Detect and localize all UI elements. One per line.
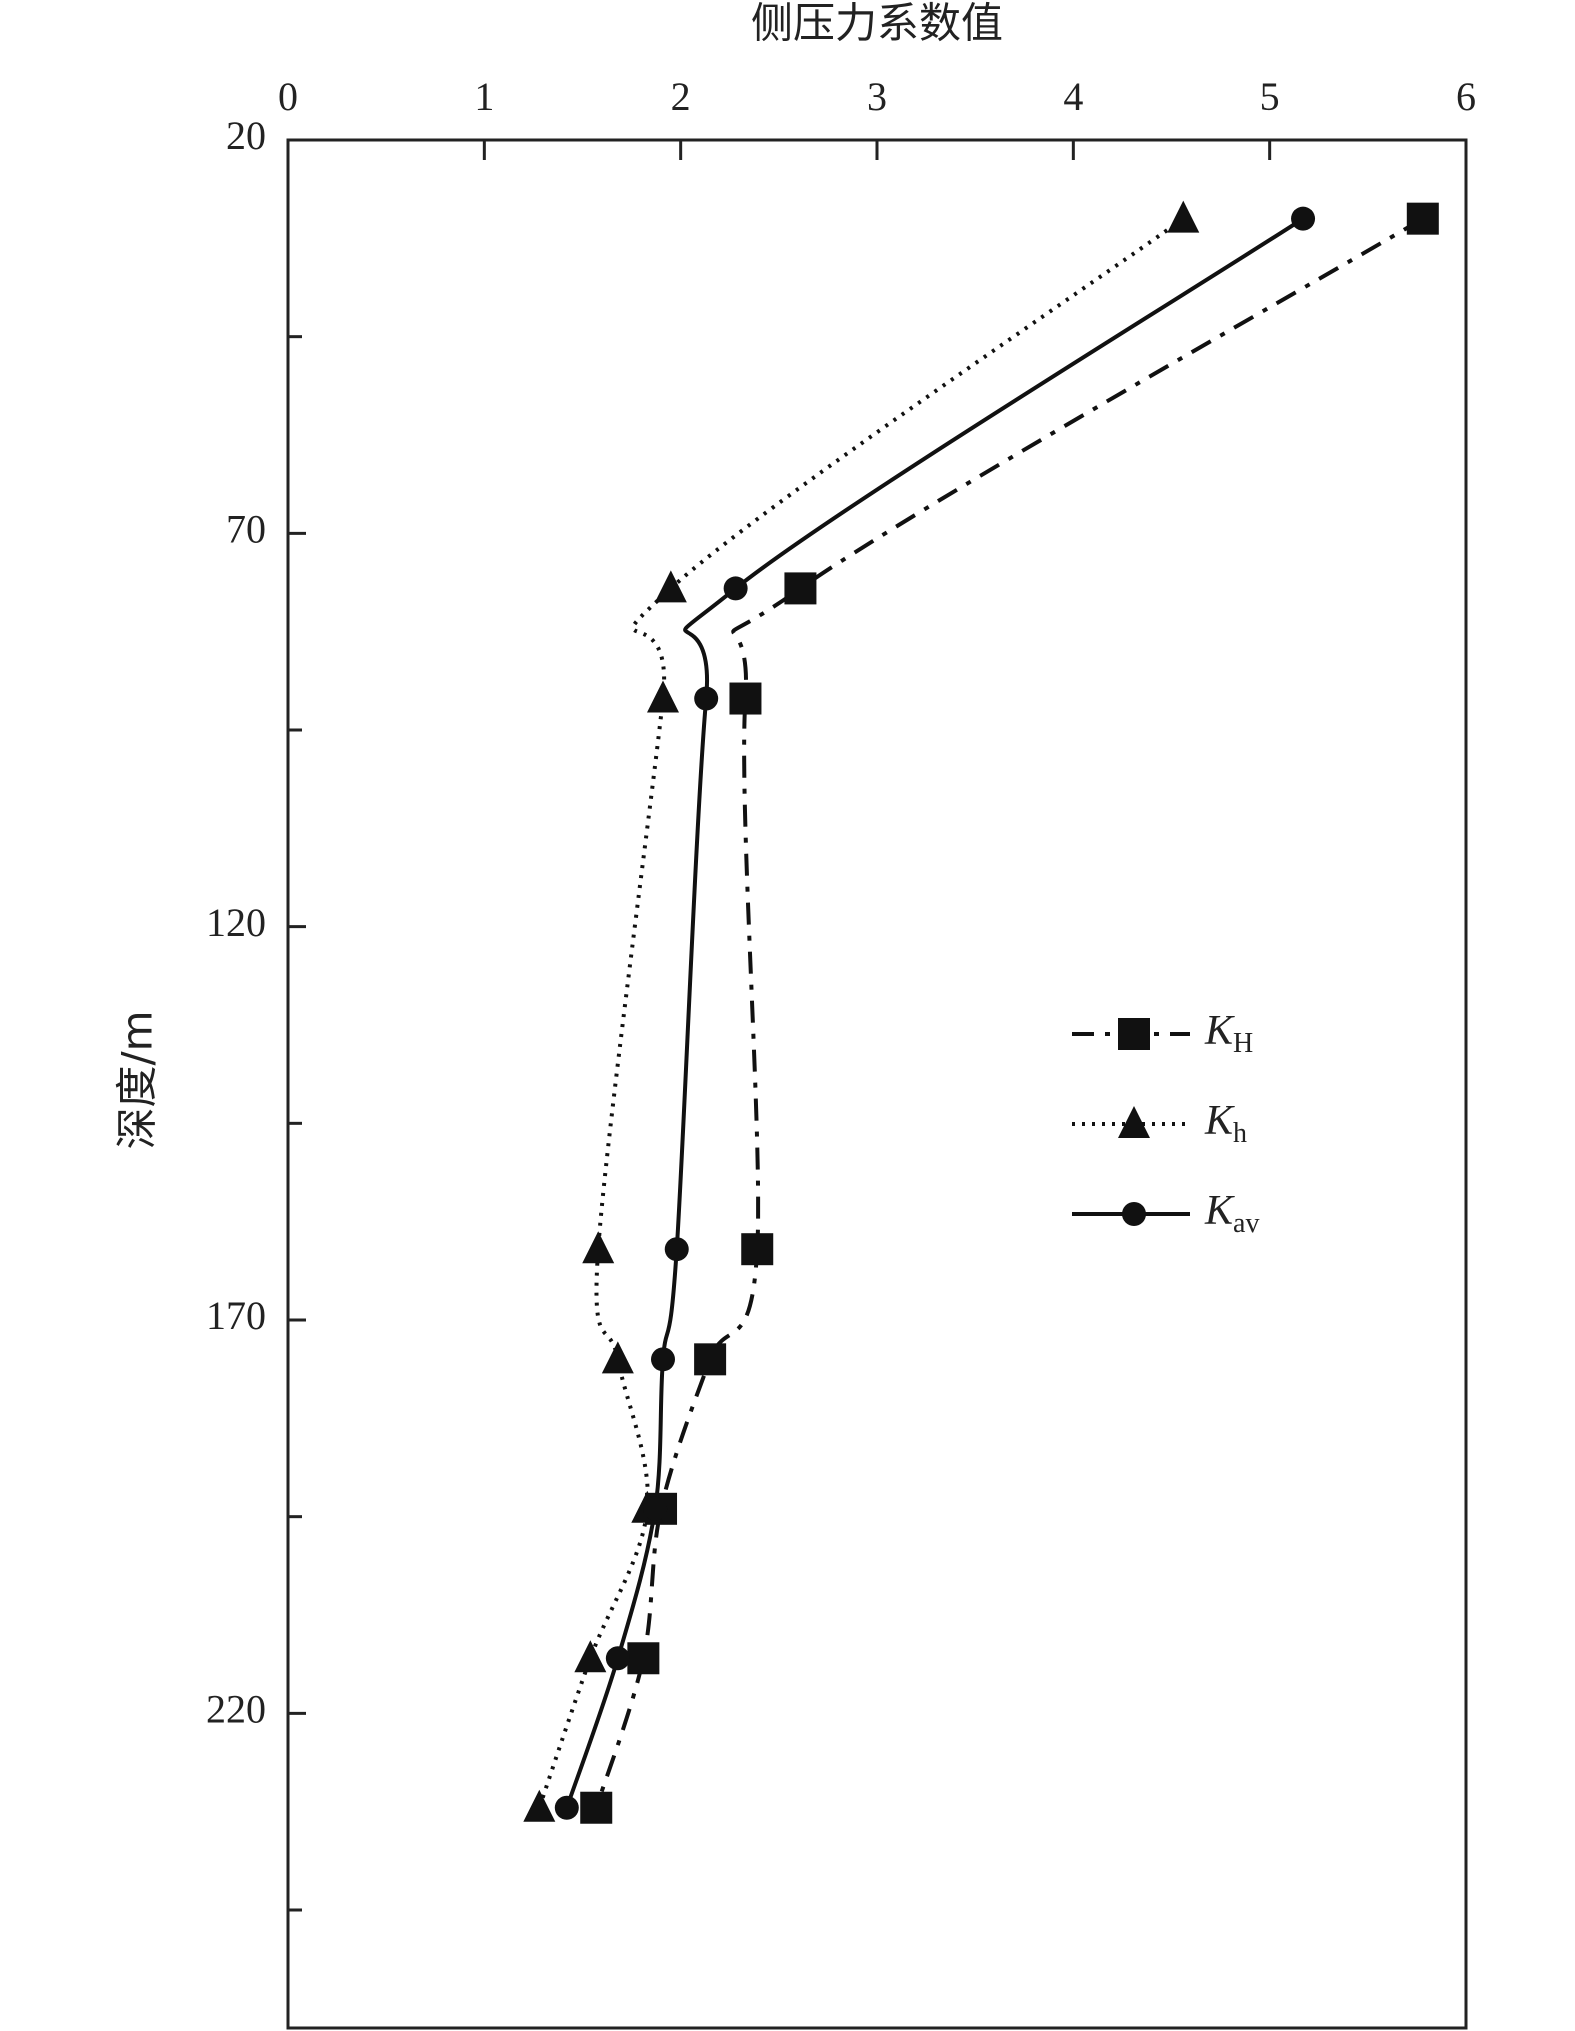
series-line: [564, 216, 1305, 1809]
marker-triangle: [654, 570, 687, 603]
marker-square: [1118, 1018, 1150, 1050]
marker-square: [729, 682, 762, 715]
x-tick-label: 5: [1260, 74, 1280, 119]
marker-circle: [554, 1795, 579, 1820]
x-axis-title: 侧压力系数值: [751, 0, 1003, 48]
marker-circle: [1122, 1202, 1146, 1226]
y-axis-title: 深度/m: [113, 1010, 162, 1149]
marker-circle: [605, 1646, 630, 1671]
marker-triangle: [601, 1341, 634, 1374]
series-line: [594, 216, 1424, 1809]
marker-circle: [643, 1496, 668, 1521]
marker-triangle: [574, 1640, 607, 1673]
marker-circle: [1291, 206, 1316, 231]
y-tick-label: 220: [206, 1687, 266, 1732]
y-tick-label: 120: [206, 900, 266, 945]
legend-label: Kav: [1204, 1188, 1259, 1240]
legend-label: KH: [1204, 1008, 1253, 1060]
marker-circle: [650, 1347, 675, 1372]
marker-square: [580, 1791, 613, 1824]
y-tick-label: 70: [226, 507, 266, 552]
plot-frame: [286, 138, 1468, 2030]
marker-circle: [723, 576, 748, 601]
marker-square: [741, 1233, 774, 1266]
x-tick-label: 4: [1063, 74, 1083, 119]
x-tick-label: 6: [1456, 74, 1476, 119]
series-line: [537, 217, 1185, 1809]
marker-triangle: [1167, 200, 1200, 233]
marker-triangle: [646, 680, 679, 713]
legend-label: Kh: [1204, 1098, 1247, 1150]
marker-triangle: [1118, 1106, 1150, 1138]
x-tick-label: 3: [867, 74, 887, 119]
marker-square: [1406, 202, 1439, 235]
x-tick-label: 1: [474, 74, 494, 119]
marker-square: [784, 572, 817, 605]
marker-circle: [664, 1237, 689, 1262]
y-tick-label: 20: [226, 113, 266, 158]
marker-triangle: [582, 1231, 615, 1264]
marker-triangle: [523, 1789, 556, 1822]
x-tick-label: 2: [671, 74, 691, 119]
x-tick-label: 0: [278, 74, 298, 119]
marker-square: [694, 1343, 727, 1376]
y-tick-label: 170: [206, 1293, 266, 1338]
marker-circle: [694, 686, 719, 711]
marker-square: [627, 1642, 660, 1675]
